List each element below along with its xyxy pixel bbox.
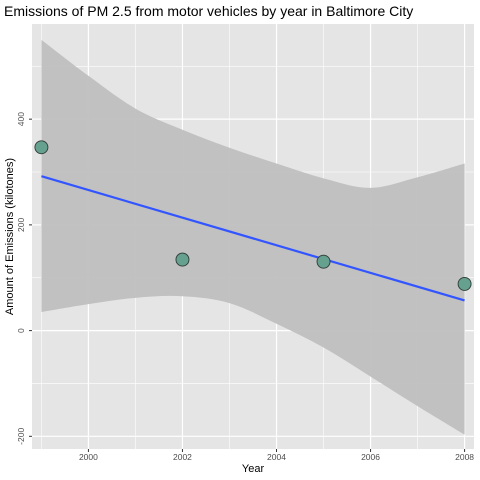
x-tick-label: 2006 — [361, 452, 380, 462]
y-axis-title: Amount of Emissions (kilotones) — [4, 158, 16, 315]
x-tick-label: 2002 — [173, 452, 192, 462]
trend-line — [41, 175, 465, 302]
y-tick-label: 200 — [16, 218, 26, 232]
x-tick-label: 2004 — [267, 452, 286, 462]
y-tick-label: 400 — [16, 112, 26, 126]
data-point — [34, 140, 49, 155]
x-tick-label: 2000 — [79, 452, 98, 462]
data-point — [175, 252, 190, 267]
x-axis-ticks: 2000 2002 2004 2006 2008 — [79, 449, 474, 462]
x-axis-title: Year — [242, 463, 265, 475]
chart-title: Emissions of PM 2.5 from motor vehicles … — [4, 3, 413, 19]
data-points — [34, 140, 472, 291]
y-axis-ticks: -200 0 200 400 — [16, 112, 32, 445]
data-point — [457, 276, 472, 291]
x-tick-label: 2008 — [455, 452, 474, 462]
y-tick-label: -200 — [16, 428, 26, 445]
data-point — [316, 254, 331, 269]
y-tick-label: 0 — [16, 328, 26, 333]
